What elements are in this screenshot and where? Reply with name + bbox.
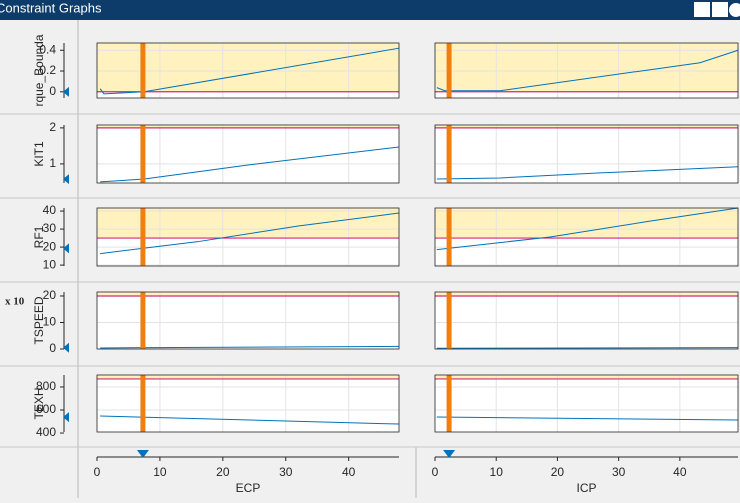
value-marker bbox=[63, 86, 69, 97]
layout-button[interactable] bbox=[694, 2, 710, 17]
y-tick-label: 0.2 bbox=[39, 63, 56, 77]
response-curve bbox=[100, 146, 400, 183]
row-label: TSPEED bbox=[32, 296, 46, 344]
x-tick-label: 10 bbox=[490, 465, 504, 479]
y-tick-label: 1 bbox=[49, 156, 56, 170]
row-label: RF1 bbox=[32, 225, 46, 248]
response-curve bbox=[436, 347, 739, 349]
response-curve bbox=[99, 47, 400, 95]
infeasible-region bbox=[97, 292, 399, 296]
y-tick-label: 0.4 bbox=[39, 42, 56, 56]
plot-border bbox=[434, 42, 739, 99]
window-title: Constraint Graphs bbox=[0, 0, 102, 15]
y-tick-label: 30 bbox=[43, 221, 57, 235]
plot-border bbox=[434, 207, 739, 267]
plot-border bbox=[434, 374, 739, 433]
x-tick-label: 0 bbox=[432, 465, 439, 479]
infeasible-region bbox=[435, 375, 738, 379]
x-tick-label: 0 bbox=[94, 465, 101, 479]
infeasible-region bbox=[435, 43, 738, 92]
response-curve bbox=[100, 212, 400, 255]
infeasible-region bbox=[435, 208, 738, 239]
infeasible-region bbox=[435, 292, 738, 296]
y-tick-label: 0 bbox=[49, 84, 56, 98]
x-tick-label: 10 bbox=[153, 465, 167, 479]
help-button[interactable] bbox=[729, 3, 740, 17]
y-tick-label: 20 bbox=[43, 288, 57, 302]
x-tick-label: 20 bbox=[216, 465, 230, 479]
exponent-label: x 10 bbox=[5, 296, 25, 308]
plot-border bbox=[434, 291, 739, 350]
response-curve bbox=[100, 345, 400, 349]
response-curve bbox=[436, 207, 739, 251]
value-marker bbox=[63, 412, 69, 423]
y-tick-label: 10 bbox=[43, 315, 57, 329]
plot-area bbox=[435, 375, 738, 432]
plot-border bbox=[96, 374, 400, 433]
y-tick-label: 20 bbox=[43, 239, 57, 253]
y-tick-label: 800 bbox=[36, 379, 56, 393]
value-marker bbox=[63, 243, 69, 254]
plot-border bbox=[434, 124, 739, 184]
infeasible-region bbox=[435, 125, 738, 128]
x-tick-label: 40 bbox=[673, 465, 687, 479]
current-point-handle[interactable] bbox=[136, 450, 149, 458]
y-tick-label: 2 bbox=[49, 120, 56, 134]
x-tick-label: 30 bbox=[612, 465, 626, 479]
response-curve bbox=[436, 416, 739, 421]
value-marker bbox=[63, 174, 69, 185]
plot-border bbox=[96, 124, 400, 184]
title-bar bbox=[0, 0, 740, 20]
plot-border bbox=[96, 42, 400, 99]
y-tick-label: 600 bbox=[36, 402, 56, 416]
x-tick-label: 20 bbox=[551, 465, 565, 479]
layout-button[interactable] bbox=[712, 2, 728, 17]
infeasible-region bbox=[97, 375, 399, 379]
value-marker bbox=[63, 342, 69, 353]
response-curve bbox=[436, 49, 739, 92]
x-tick-label: 40 bbox=[342, 465, 356, 479]
response-curve bbox=[100, 415, 400, 425]
response-curve bbox=[436, 166, 739, 180]
y-tick-label: 10 bbox=[43, 257, 57, 271]
plot-border bbox=[96, 207, 400, 267]
y-tick-label: 40 bbox=[43, 203, 57, 217]
row-label: KIT1 bbox=[32, 141, 46, 167]
plot-area bbox=[435, 292, 738, 349]
row-label: TEXH bbox=[32, 387, 46, 419]
plot-area bbox=[435, 125, 738, 183]
current-point-handle[interactable] bbox=[443, 450, 456, 458]
y-tick-label: 0 bbox=[49, 341, 56, 355]
y-tick-label: 400 bbox=[36, 425, 56, 439]
layout-buttons[interactable] bbox=[694, 2, 740, 17]
x-axis-label: ICP bbox=[576, 481, 596, 495]
infeasible-region bbox=[97, 125, 399, 128]
x-tick-label: 30 bbox=[279, 465, 293, 479]
row-label: rque_Bounda bbox=[32, 34, 46, 106]
x-axis-label: ECP bbox=[236, 481, 261, 495]
plot-border bbox=[96, 291, 400, 350]
